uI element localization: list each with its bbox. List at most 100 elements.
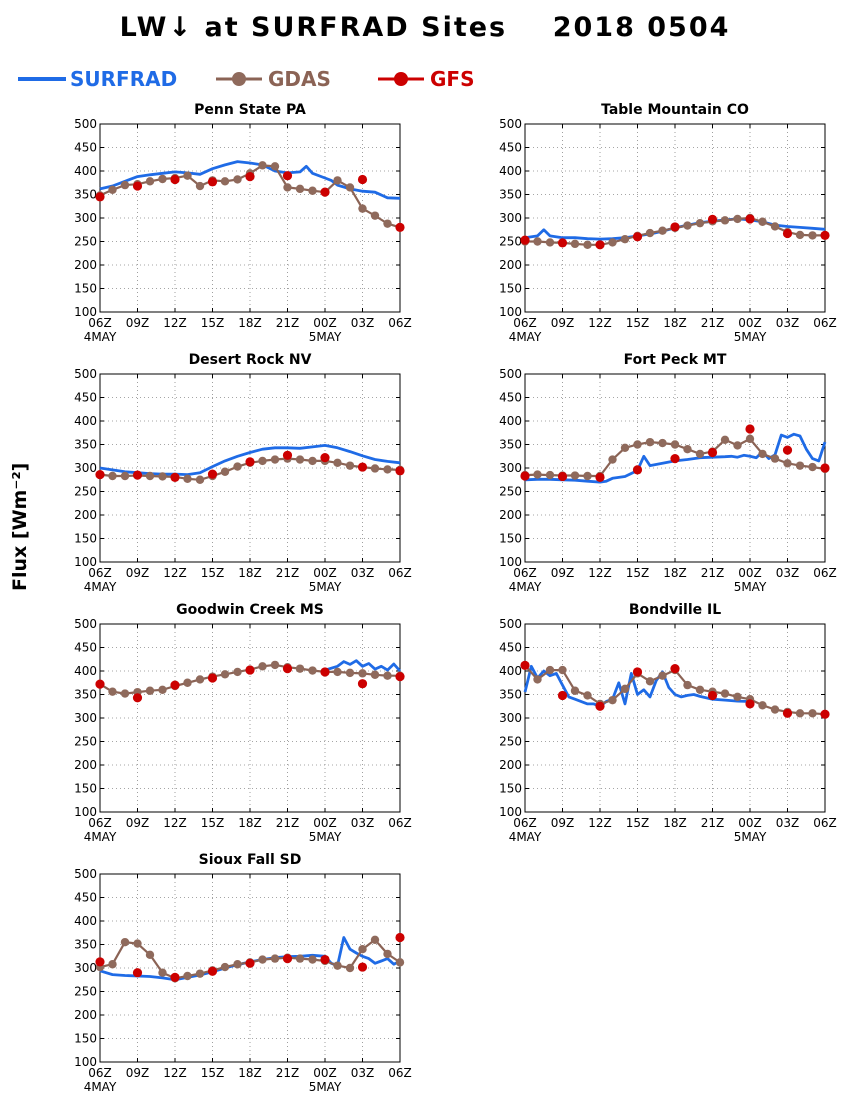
gfs-point: [132, 693, 143, 703]
gdas-point: [395, 958, 405, 967]
y-tick-label: 500: [74, 867, 97, 881]
gfs-point: [820, 709, 830, 719]
y-tick-label: 450: [499, 141, 522, 155]
chart-title: Goodwin Creek MS: [176, 602, 324, 618]
chart-panel: Fort Peck MT 100 150 200 250 300 350 400 450 500 0…: [499, 352, 837, 594]
gfs-point: [595, 701, 605, 711]
y-tick-label: 150: [499, 532, 522, 546]
gfs-point: [707, 447, 718, 458]
y-tick-label: 150: [74, 782, 97, 796]
x-tick-label: 21Z: [276, 816, 300, 830]
x-tick-label: 00Z: [313, 566, 337, 580]
x-tick-date-label: 5MAY: [309, 330, 342, 344]
y-tick-label: 500: [74, 117, 97, 131]
gdas-point: [733, 692, 742, 702]
x-tick-label: 12Z: [588, 566, 612, 580]
x-tick-label: 15Z: [626, 566, 650, 580]
gfs-point: [357, 174, 368, 185]
y-tick-label: 300: [74, 461, 97, 475]
x-tick-label: 09Z: [126, 566, 150, 580]
x-tick-date-label: 4MAY: [509, 580, 542, 594]
chart-panel: Sioux Fall SD 100 150 200 250 300 350 400 450 500…: [74, 852, 412, 1094]
y-tick-label: 200: [74, 508, 97, 522]
x-tick-date-label: 4MAY: [84, 330, 117, 344]
gdas-point: [233, 667, 242, 677]
y-tick-label: 150: [74, 282, 97, 296]
gdas-point: [720, 435, 730, 444]
gdas-point: [183, 171, 192, 180]
gfs-point: [707, 690, 718, 701]
gdas-point: [620, 443, 630, 452]
gdas-point: [583, 240, 592, 249]
gfs-point: [782, 708, 793, 718]
gdas-point: [383, 949, 392, 959]
gdas-point: [770, 705, 780, 714]
gdas-point: [145, 686, 155, 695]
gfs-point: [557, 471, 568, 482]
x-tick-label: 09Z: [126, 316, 150, 330]
x-tick-date-label: 5MAY: [734, 580, 767, 594]
gfs-point: [670, 222, 680, 232]
gdas-point: [695, 449, 705, 459]
y-tick-label: 400: [74, 414, 97, 428]
gdas-point: [608, 455, 617, 464]
gdas-point: [658, 438, 667, 448]
gfs-point: [170, 680, 180, 690]
gfs-point: [395, 672, 405, 682]
gfs-point: [357, 462, 368, 472]
y-tick-label: 500: [74, 367, 97, 381]
gdas-point: [345, 461, 355, 470]
gdas-point: [545, 238, 555, 247]
y-tick-label: 250: [74, 485, 97, 499]
gdas-point: [120, 471, 130, 481]
y-tick-label: 450: [499, 391, 522, 405]
gfs-point: [557, 690, 568, 701]
y-tick-label: 450: [74, 391, 97, 405]
x-tick-date-label: 5MAY: [734, 330, 767, 344]
x-tick-date-label: 4MAY: [509, 330, 542, 344]
gdas-point: [558, 665, 567, 675]
gdas-point: [583, 691, 592, 700]
y-tick-label: 300: [499, 211, 522, 225]
gdas-point: [233, 462, 242, 471]
gdas-point: [345, 963, 355, 973]
gfs-point: [132, 181, 143, 191]
gfs-point: [170, 972, 180, 983]
y-tick-label: 100: [74, 305, 97, 319]
chart-title: Fort Peck MT: [624, 352, 727, 368]
x-tick-label: 00Z: [313, 316, 337, 330]
x-tick-label: 18Z: [663, 816, 687, 830]
gfs-point: [320, 453, 330, 463]
y-tick-label: 150: [499, 782, 522, 796]
gfs-point: [632, 667, 643, 677]
x-tick-date-label: 5MAY: [309, 1080, 342, 1094]
gdas-point: [633, 440, 642, 449]
gdas-point: [195, 475, 205, 484]
gdas-point: [333, 176, 342, 185]
x-tick-label: 03Z: [776, 566, 800, 580]
chart-panel: Goodwin Creek MS 100 150 200 250 300 350 400 450…: [74, 602, 412, 844]
gdas-point: [645, 228, 655, 238]
gfs-point: [320, 667, 330, 677]
gdas-point: [270, 162, 280, 171]
gdas-point: [570, 239, 580, 249]
y-tick-label: 350: [74, 438, 97, 452]
x-tick-label: 18Z: [238, 316, 262, 330]
gdas-point: [370, 670, 380, 679]
x-tick-date-label: 4MAY: [84, 580, 117, 594]
gfs-point: [595, 472, 605, 482]
y-tick-label: 200: [74, 1008, 97, 1022]
x-tick-label: 03Z: [776, 316, 800, 330]
gdas-point: [295, 954, 305, 963]
legend-item-gfs: GFS: [378, 64, 474, 94]
gdas-point: [533, 237, 542, 246]
gfs-point: [132, 968, 143, 978]
x-tick-label: 06Z: [513, 566, 537, 580]
gdas-point: [783, 459, 792, 468]
legend-line-icon: [18, 77, 66, 81]
gdas-point: [120, 180, 130, 190]
y-tick-label: 350: [74, 188, 97, 202]
gfs-point: [245, 457, 255, 467]
chart-panel: Desert Rock NV 100 150 200 250 300 350 400 450 50…: [74, 352, 412, 594]
